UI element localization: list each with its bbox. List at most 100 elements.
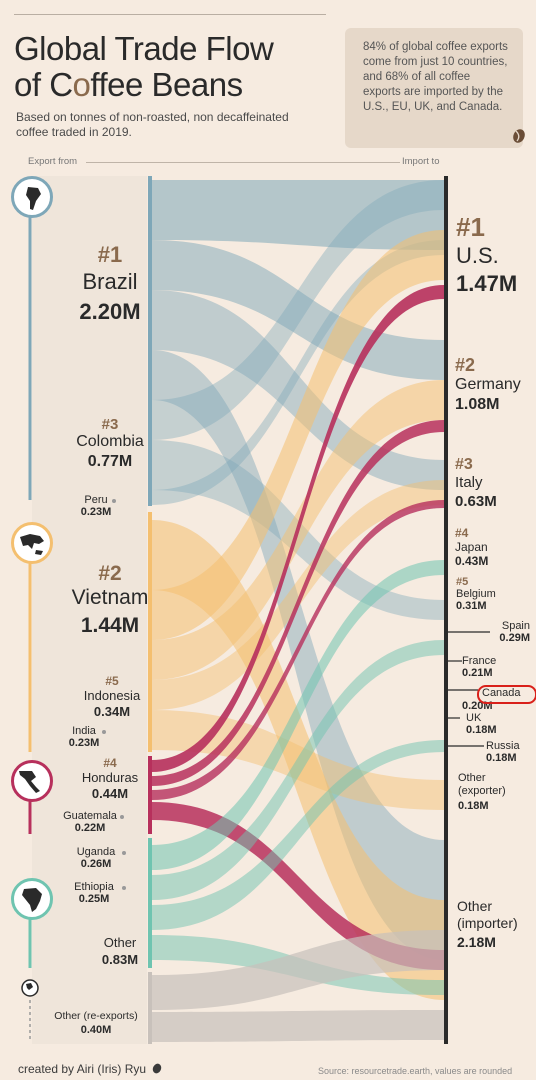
flow-ribbon-21 xyxy=(152,1010,444,1042)
importer-other-exporter: Other (exporter) 0.18M xyxy=(458,772,524,812)
source-text: Source: resourcetrade.earth, values are … xyxy=(318,1066,513,1076)
south-america-map-icon xyxy=(11,176,53,218)
subtitle: Based on tonnes of non-roasted, non deca… xyxy=(16,110,289,139)
flow-ribbon-13 xyxy=(152,420,444,786)
exporter-indonesia: #5 Indonesia 0.34M xyxy=(56,674,168,719)
importer-spain-value: 0.29M xyxy=(499,632,530,644)
title-prefix: of C xyxy=(14,66,73,103)
exporter-other-name: Other xyxy=(103,935,137,950)
flow-ribbon-17 xyxy=(152,640,444,900)
importer-italy-name: Italy xyxy=(455,474,483,491)
exporter-brazil: #1 Brazil 2.20M xyxy=(40,242,180,325)
importer-germany-rank: #2 xyxy=(455,355,476,375)
exporter-indonesia-name: Indonesia xyxy=(83,688,141,703)
importer-france-value: 0.21M xyxy=(462,667,493,679)
importer-japan-rank: #4 xyxy=(455,526,469,540)
exporter-colombia-rank: #3 xyxy=(101,416,119,433)
importer-france: France 0.21M xyxy=(462,655,496,679)
exporter-vietnam-name: Vietnam xyxy=(71,586,149,609)
flow-ribbon-20 xyxy=(152,930,444,1010)
importer-other-exporter-value: 0.18M xyxy=(458,800,489,812)
importer-russia: Russia 0.18M xyxy=(486,740,520,764)
importer-japan: #4 Japan 0.43M xyxy=(455,526,488,568)
flow-ribbon-14 xyxy=(152,500,444,800)
exporter-brazil-rank: #1 xyxy=(97,242,123,267)
exporter-other: Other 0.83M xyxy=(80,935,160,967)
exporter-colombia: #3 Colombia 0.77M xyxy=(40,416,180,471)
exporter-brazil-value: 2.20M xyxy=(79,299,141,324)
importer-uk-name: UK xyxy=(466,712,482,724)
callout-text: 84% of global coffee exports come from j… xyxy=(363,41,508,113)
exporter-india-value: 0.23M xyxy=(68,737,100,749)
exporter-honduras: #4 Honduras 0.44M xyxy=(60,756,160,801)
exporter-colombia-value: 0.77M xyxy=(87,453,133,470)
exporter-honduras-rank: #4 xyxy=(103,756,117,770)
canada-highlight-ring xyxy=(477,685,536,704)
importer-us: #1 U.S. 1.47M xyxy=(456,212,517,297)
exporter-india: India 0.23M xyxy=(52,725,116,749)
importer-other-importer: Other (importer) 2.18M xyxy=(457,898,531,950)
exporter-indonesia-rank: #5 xyxy=(105,674,119,688)
africa-map-icon xyxy=(11,878,53,920)
importer-japan-value: 0.43M xyxy=(455,554,489,568)
importer-russia-name: Russia xyxy=(486,740,520,752)
exporter-uganda-value: 0.26M xyxy=(80,858,112,870)
importer-spain-name: Spain xyxy=(501,620,530,632)
export-header: Export from xyxy=(28,156,78,167)
ethiopia-dot xyxy=(122,886,126,890)
exporter-vietnam-value: 1.44M xyxy=(80,614,140,637)
india-dot xyxy=(102,730,106,734)
exporter-reexports-name: Other (re-exports) xyxy=(54,1010,138,1022)
exporter-ethiopia: Ethiopia 0.25M xyxy=(62,881,126,905)
credit-text: created by Airi (Iris) Ryu xyxy=(18,1062,162,1076)
importer-uk-value: 0.18M xyxy=(466,724,497,736)
importer-italy-value: 0.63M xyxy=(455,493,497,510)
other-node-bar xyxy=(148,972,152,1044)
exporter-ethiopia-value: 0.25M xyxy=(78,893,110,905)
importer-other-importer-name: Other (importer) xyxy=(457,898,518,931)
exporter-guatemala-value: 0.22M xyxy=(74,822,106,834)
importer-belgium-name: Belgium xyxy=(456,588,496,600)
importer-canada: Canada xyxy=(482,687,521,699)
exporter-peru-name: Peru xyxy=(84,494,108,506)
importer-germany-value: 1.08M xyxy=(455,396,500,413)
exporter-india-name: India xyxy=(72,725,96,737)
flow-ribbon-6 xyxy=(152,240,444,505)
exporter-brazil-name: Brazil xyxy=(82,269,138,294)
importer-belgium-rank: #5 xyxy=(456,576,469,588)
guatemala-dot xyxy=(120,815,124,819)
importer-japan-name: Japan xyxy=(455,540,488,554)
title-line-2: of Coffee Beans xyxy=(14,66,243,104)
flow-ribbon-12 xyxy=(152,285,444,772)
importer-us-name: U.S. xyxy=(456,243,499,268)
flow-ribbon-0 xyxy=(152,180,444,250)
exporter-peru: Peru 0.23M xyxy=(58,494,134,518)
importer-canada-name: Canada xyxy=(482,687,521,699)
central-america-node-bar xyxy=(148,756,152,834)
importer-node-bar xyxy=(444,176,448,1044)
importer-germany-name: Germany xyxy=(455,376,521,393)
uganda-dot xyxy=(122,851,126,855)
flow-ribbon-16 xyxy=(152,560,444,870)
flow-ribbon-4 xyxy=(152,180,444,440)
importer-uk: UK 0.18M xyxy=(466,712,497,736)
credit-text-label: created by Airi (Iris) Ryu xyxy=(18,1062,147,1076)
importer-us-rank: #1 xyxy=(456,212,485,242)
exporter-uganda: Uganda 0.26M xyxy=(66,846,126,870)
importer-belgium: #5 Belgium 0.31M xyxy=(456,576,496,612)
flow-ribbons xyxy=(152,180,444,1042)
flow-ribbon-3 xyxy=(152,350,444,960)
title-suffix: ffee Beans xyxy=(90,66,243,103)
exporter-other-value: 0.83M xyxy=(101,952,139,967)
flow-ribbon-8 xyxy=(152,230,444,640)
coffee-bean-icon xyxy=(513,129,525,143)
top-rule xyxy=(14,14,326,15)
central-america-map-icon xyxy=(11,760,53,802)
exporter-peru-value: 0.23M xyxy=(80,506,112,518)
exporter-guatemala: Guatemala 0.22M xyxy=(54,810,126,834)
exporter-honduras-name: Honduras xyxy=(81,770,139,785)
importer-france-name: France xyxy=(462,655,497,667)
exporter-other-reexports: Other (re-exports) 0.40M xyxy=(44,1010,148,1036)
importer-spain: Spain 0.29M xyxy=(478,620,530,644)
coffee-bean-icon xyxy=(153,1063,162,1074)
